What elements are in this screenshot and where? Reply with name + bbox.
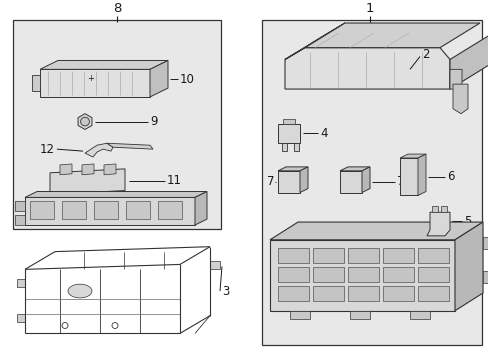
- Bar: [312, 248, 343, 263]
- Polygon shape: [40, 60, 168, 69]
- Polygon shape: [339, 167, 369, 171]
- Bar: [440, 206, 446, 212]
- Polygon shape: [60, 164, 72, 175]
- Polygon shape: [209, 261, 220, 269]
- Bar: [278, 171, 299, 193]
- Bar: [382, 267, 413, 282]
- Bar: [347, 286, 378, 301]
- Text: 12: 12: [40, 143, 55, 156]
- Text: 5: 5: [463, 215, 470, 228]
- Polygon shape: [305, 23, 479, 48]
- Circle shape: [81, 117, 89, 126]
- Polygon shape: [361, 167, 369, 193]
- Bar: [15, 201, 25, 211]
- Polygon shape: [285, 23, 345, 59]
- Polygon shape: [454, 222, 482, 311]
- Text: 9: 9: [150, 115, 157, 128]
- Bar: [347, 267, 378, 282]
- Polygon shape: [25, 197, 195, 225]
- Text: 11: 11: [167, 174, 182, 187]
- Polygon shape: [452, 84, 467, 114]
- Text: 10: 10: [180, 73, 195, 86]
- Polygon shape: [25, 192, 206, 197]
- Bar: [13, 20, 221, 229]
- Bar: [382, 248, 413, 263]
- Polygon shape: [40, 69, 150, 97]
- Polygon shape: [85, 143, 113, 157]
- Bar: [30, 201, 54, 219]
- Bar: [282, 143, 286, 151]
- Bar: [339, 171, 361, 193]
- Bar: [417, 248, 448, 263]
- Bar: [349, 311, 369, 319]
- Polygon shape: [285, 48, 449, 89]
- Polygon shape: [78, 114, 92, 130]
- Bar: [409, 311, 429, 319]
- Bar: [262, 20, 481, 345]
- Bar: [312, 267, 343, 282]
- Bar: [278, 286, 308, 301]
- Polygon shape: [68, 284, 92, 298]
- Bar: [417, 286, 448, 301]
- Polygon shape: [482, 237, 488, 249]
- Bar: [431, 206, 437, 212]
- Text: 7: 7: [266, 175, 273, 188]
- Polygon shape: [417, 154, 425, 195]
- Bar: [15, 215, 25, 225]
- Polygon shape: [50, 169, 125, 194]
- Polygon shape: [32, 75, 40, 91]
- Polygon shape: [482, 271, 488, 283]
- Polygon shape: [17, 314, 25, 321]
- Text: 1: 1: [365, 2, 373, 15]
- Bar: [312, 286, 343, 301]
- Polygon shape: [426, 212, 449, 236]
- Bar: [278, 123, 299, 143]
- Polygon shape: [17, 279, 25, 287]
- Bar: [126, 201, 150, 219]
- Text: +: +: [87, 74, 94, 83]
- Text: 7: 7: [396, 175, 404, 188]
- Polygon shape: [269, 240, 454, 311]
- Text: 2: 2: [421, 48, 428, 61]
- Polygon shape: [399, 154, 425, 158]
- Polygon shape: [449, 69, 461, 89]
- Text: 3: 3: [222, 284, 229, 297]
- Text: 6: 6: [446, 170, 453, 183]
- Polygon shape: [150, 60, 168, 97]
- Bar: [417, 267, 448, 282]
- Bar: [278, 248, 308, 263]
- Bar: [278, 267, 308, 282]
- Text: 8: 8: [113, 2, 121, 15]
- Bar: [382, 286, 413, 301]
- Text: 4: 4: [319, 127, 327, 140]
- Polygon shape: [449, 35, 488, 89]
- Polygon shape: [269, 222, 482, 240]
- Bar: [399, 158, 417, 195]
- Polygon shape: [283, 118, 294, 123]
- Polygon shape: [195, 192, 206, 225]
- Polygon shape: [82, 164, 94, 175]
- Polygon shape: [278, 167, 307, 171]
- Polygon shape: [104, 164, 116, 175]
- Bar: [94, 201, 118, 219]
- Polygon shape: [299, 167, 307, 193]
- Bar: [293, 143, 298, 151]
- Bar: [289, 311, 309, 319]
- Bar: [62, 201, 86, 219]
- Polygon shape: [107, 143, 153, 149]
- Bar: [347, 248, 378, 263]
- Bar: [158, 201, 182, 219]
